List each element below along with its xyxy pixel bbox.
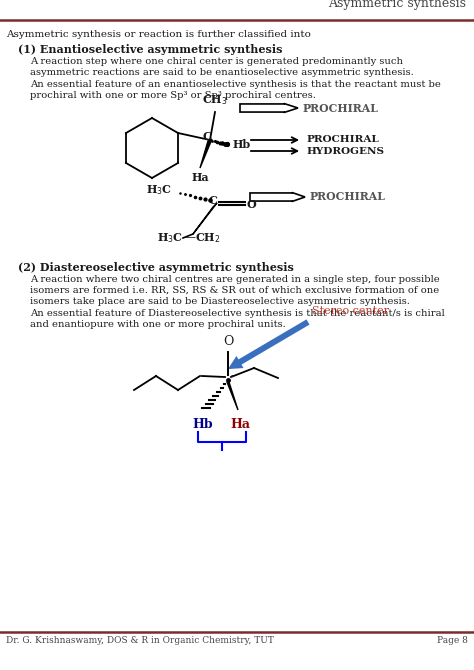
Polygon shape [193, 203, 217, 234]
Text: Stereo center: Stereo center [312, 306, 389, 316]
Text: Asymmetric synthesis: Asymmetric synthesis [328, 0, 466, 10]
Text: HYDROGENS: HYDROGENS [306, 147, 384, 155]
Text: O: O [223, 335, 233, 348]
Text: PROCHIRAL: PROCHIRAL [303, 103, 379, 113]
Text: prochiral with one or more Sp³ or Sp³ prochiral centres.: prochiral with one or more Sp³ or Sp³ pr… [30, 91, 316, 100]
Text: CH$_3$: CH$_3$ [202, 93, 228, 107]
Text: (2) Diastereoselective asymmetric synthesis: (2) Diastereoselective asymmetric synthe… [18, 262, 294, 273]
Text: C: C [209, 196, 218, 206]
Text: PROCHIRAL: PROCHIRAL [306, 135, 379, 145]
Text: Hb: Hb [193, 418, 213, 431]
Text: A reaction where two chiral centres are generated in a single step, four possibl: A reaction where two chiral centres are … [30, 275, 440, 284]
FancyArrow shape [228, 320, 310, 369]
Text: Ha: Ha [191, 172, 209, 183]
Polygon shape [200, 139, 212, 168]
Text: (1) Enantioselective asymmetric synthesis: (1) Enantioselective asymmetric synthesi… [18, 44, 283, 55]
Text: •: • [230, 373, 235, 381]
Text: Page 8: Page 8 [437, 636, 468, 645]
Text: isomers take place are said to be Diastereoselective asymmetric synthesis.: isomers take place are said to be Diaste… [30, 297, 410, 306]
Text: Ha: Ha [230, 418, 250, 431]
Text: asymmetric reactions are said to be enantioselective asymmetric synthesis.: asymmetric reactions are said to be enan… [30, 68, 414, 77]
Text: —CH$_2$: —CH$_2$ [184, 231, 221, 245]
Text: An essential feature of Diastereoselective synthesis is that the reactant/s is c: An essential feature of Diastereoselecti… [30, 309, 445, 318]
Polygon shape [250, 192, 305, 202]
Text: H$_3$C: H$_3$C [157, 231, 183, 245]
Text: H$_3$C: H$_3$C [146, 183, 172, 197]
Text: O: O [247, 198, 257, 210]
Text: An essential feature of an enantioselective synthesis is that the reactant must : An essential feature of an enantioselect… [30, 80, 441, 89]
Text: C: C [202, 131, 211, 141]
Text: isomers are formed i.e. RR, SS, RS & SR out of which exclusive formation of one: isomers are formed i.e. RR, SS, RS & SR … [30, 286, 439, 295]
Polygon shape [240, 103, 298, 113]
Text: Dr. G. Krishnaswamy, DOS & R in Organic Chemistry, TUT: Dr. G. Krishnaswamy, DOS & R in Organic … [6, 636, 274, 645]
Text: Hb: Hb [233, 139, 251, 149]
Polygon shape [227, 382, 238, 410]
Text: Asymmetric synthesis or reaction is further classified into: Asymmetric synthesis or reaction is furt… [6, 30, 311, 39]
Text: A reaction step where one chiral center is generated predominantly such: A reaction step where one chiral center … [30, 57, 403, 66]
Text: PROCHIRAL: PROCHIRAL [310, 192, 386, 202]
Text: and enantiopure with one or more prochiral units.: and enantiopure with one or more prochir… [30, 320, 286, 329]
